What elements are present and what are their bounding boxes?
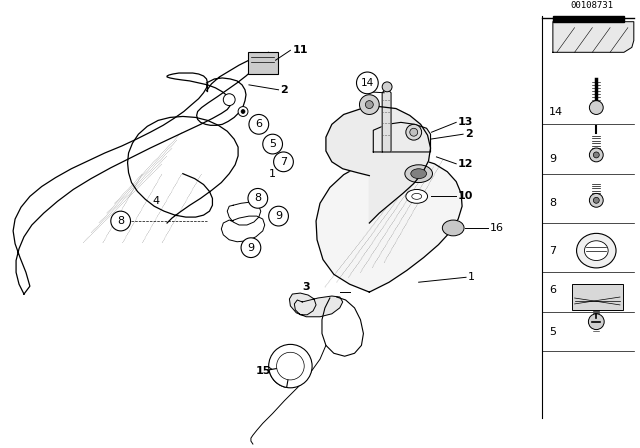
Text: 14: 14 [549,108,563,117]
Ellipse shape [584,241,608,260]
Wedge shape [269,366,291,388]
Polygon shape [326,107,431,223]
Polygon shape [316,157,462,292]
FancyBboxPatch shape [248,52,278,74]
Text: 6: 6 [549,285,556,295]
Circle shape [249,115,269,134]
Circle shape [356,72,378,94]
Text: 9: 9 [248,243,255,253]
Circle shape [269,206,289,226]
Polygon shape [553,22,634,52]
Text: 10: 10 [458,191,474,201]
Text: 7: 7 [549,246,556,256]
Ellipse shape [577,233,616,268]
Text: 4: 4 [152,196,159,206]
Circle shape [382,82,392,92]
Circle shape [269,345,312,388]
Circle shape [241,238,260,258]
Circle shape [274,152,293,172]
Text: 8: 8 [254,194,261,203]
Text: 5: 5 [269,139,276,149]
Circle shape [589,101,604,115]
Circle shape [276,352,304,380]
Text: 7: 7 [280,157,287,167]
Text: 6: 6 [255,119,262,129]
Circle shape [593,198,599,203]
Text: 11: 11 [292,45,308,55]
Text: 2: 2 [465,129,473,139]
Circle shape [111,211,131,231]
Text: 8: 8 [549,198,556,208]
Ellipse shape [411,169,427,179]
Polygon shape [373,122,431,152]
Ellipse shape [412,194,422,199]
Text: 5: 5 [549,327,556,336]
Text: 9: 9 [549,154,556,164]
Circle shape [588,314,604,330]
Circle shape [263,134,282,154]
Text: 14: 14 [361,78,374,88]
Ellipse shape [406,190,428,203]
Text: 2: 2 [280,85,288,95]
Text: 3: 3 [302,282,310,292]
Text: 13: 13 [458,117,474,127]
Text: 8: 8 [117,216,124,226]
Circle shape [589,194,604,207]
Circle shape [589,148,604,162]
Polygon shape [289,293,342,317]
Text: 16: 16 [490,223,504,233]
Text: 15: 15 [256,366,271,376]
Ellipse shape [442,220,464,236]
Polygon shape [553,16,624,22]
Text: 9: 9 [275,211,282,221]
Circle shape [410,128,418,136]
Ellipse shape [405,165,433,182]
Text: 12: 12 [458,159,474,169]
Circle shape [248,189,268,208]
Text: 1: 1 [269,169,276,179]
Circle shape [593,152,599,158]
Circle shape [238,107,248,116]
Polygon shape [382,90,391,152]
Circle shape [241,109,245,113]
Circle shape [406,125,422,140]
Circle shape [223,94,235,106]
FancyBboxPatch shape [572,284,623,310]
Circle shape [360,95,380,115]
Text: 00108731: 00108731 [571,1,614,10]
Text: 1: 1 [468,272,475,282]
Circle shape [365,101,373,108]
